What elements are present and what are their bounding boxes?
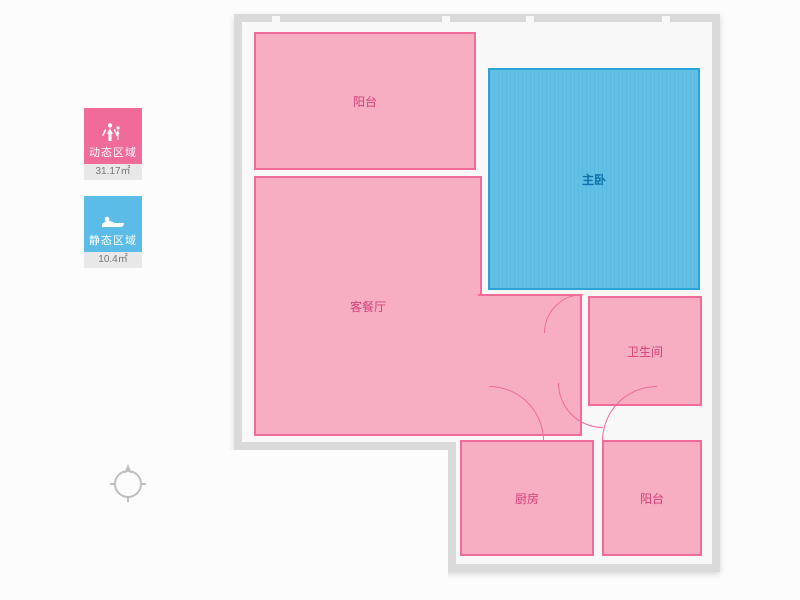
legend-dynamic-label: 动态区域 (89, 144, 137, 160)
plan-cutout-bg (222, 450, 448, 584)
legend-static-label: 静态区域 (89, 232, 137, 248)
legend-dynamic-value: 31.17㎡ (84, 164, 142, 180)
legend-dynamic: 动态区域 31.17㎡ (84, 108, 142, 180)
room-label: 厨房 (515, 490, 539, 507)
room-label: 客餐厅 (350, 298, 386, 315)
legend-static-value: 10.4㎡ (84, 252, 142, 268)
room-balcony-bottom: 阳台 (602, 440, 702, 556)
legend-dynamic-swatch: 动态区域 (84, 108, 142, 164)
legend-static-swatch: 静态区域 (84, 196, 142, 252)
room-balcony-top: 阳台 (254, 32, 476, 170)
wall-gap (526, 16, 534, 28)
room-label: 阳台 (353, 93, 377, 110)
wall-gap (272, 16, 280, 28)
people-icon (101, 122, 125, 142)
room-label: 阳台 (640, 490, 664, 507)
legend-static: 静态区域 10.4㎡ (84, 196, 142, 268)
bedroom-floor-texture (490, 70, 698, 288)
room-bedroom: 主卧 (488, 68, 700, 290)
floor-plan: 阳台 主卧 客餐厅 卫生间 厨房 阳台 (234, 14, 720, 572)
stage: 动态区域 31.17㎡ 静态区域 10.4㎡ (0, 0, 800, 600)
wall-gap (662, 16, 670, 28)
room-living: 客餐厅 (254, 176, 482, 436)
plan-cutout-edge-h (234, 442, 456, 450)
compass-icon (106, 460, 150, 504)
sleep-icon (100, 212, 126, 230)
wall-gap (442, 16, 450, 28)
plan-cutout-edge-v (448, 442, 456, 572)
room-label: 卫生间 (627, 343, 663, 360)
room-kitchen: 厨房 (460, 440, 594, 556)
